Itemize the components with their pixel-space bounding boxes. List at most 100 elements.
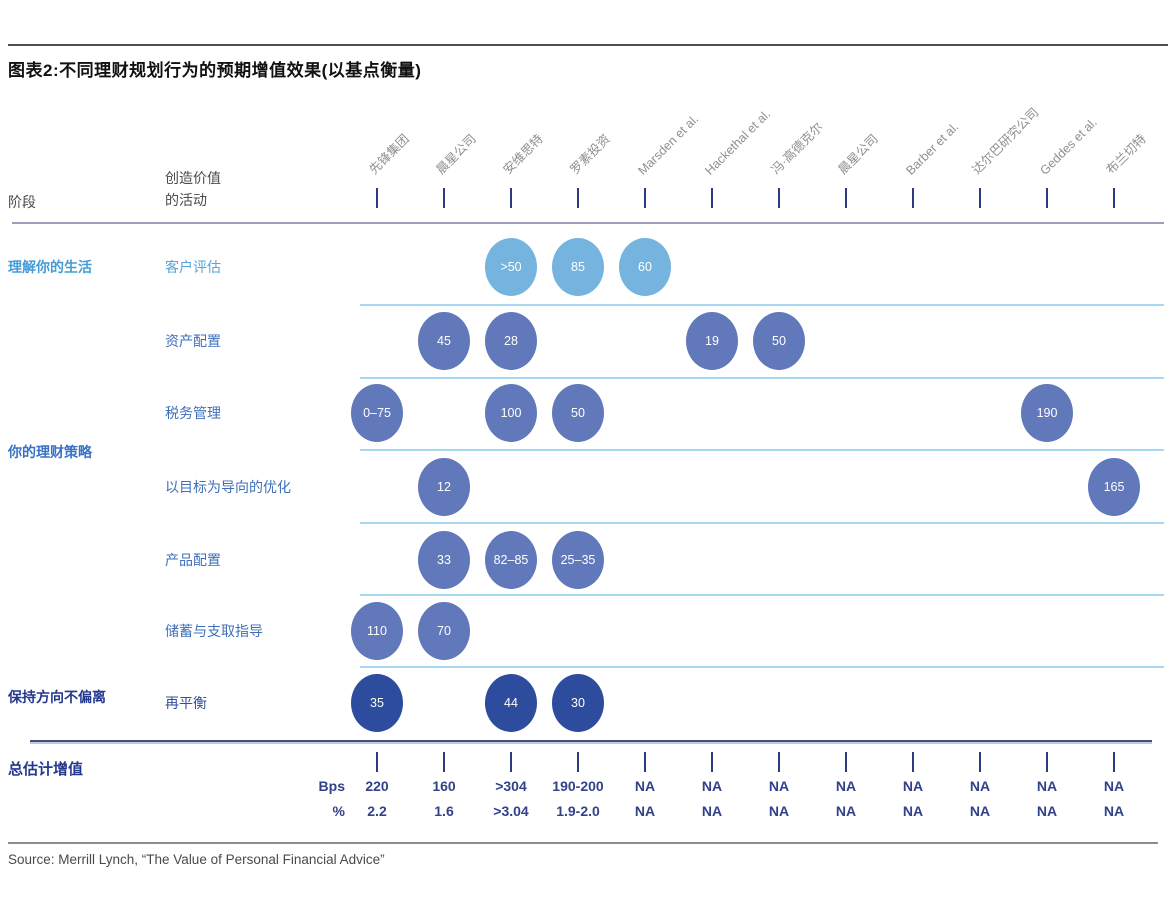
column-header-label: 晨星公司 xyxy=(433,131,479,178)
bottom-tick xyxy=(510,752,512,772)
bubble: 190 xyxy=(1021,384,1073,442)
bubble: 12 xyxy=(418,458,470,516)
bottom-tick xyxy=(845,752,847,772)
column-tick xyxy=(376,188,378,208)
column-header-label: 罗素投资 xyxy=(567,131,613,178)
activity-column-label-line2: 的活动 xyxy=(165,191,207,208)
bubble: 0–75 xyxy=(351,384,403,442)
column-tick xyxy=(778,188,780,208)
bubble: 19 xyxy=(686,312,738,370)
total-pct-value: NA xyxy=(701,803,723,819)
activity-label: 以目标为导向的优化 xyxy=(165,479,291,495)
total-pct-value: NA xyxy=(768,803,790,819)
total-bps-value: 160 xyxy=(432,778,456,794)
stage-label: 保持方向不偏离 xyxy=(8,689,106,705)
row-divider xyxy=(360,304,1164,306)
bubble: 28 xyxy=(485,312,537,370)
total-pct-value: NA xyxy=(1036,803,1058,819)
total-bps-value: NA xyxy=(902,778,924,794)
activity-label: 储蓄与支取指导 xyxy=(165,623,263,639)
row-divider xyxy=(360,666,1164,668)
bottom-tick xyxy=(778,752,780,772)
row-divider xyxy=(360,522,1164,524)
bottom-tick xyxy=(912,752,914,772)
bottom-tick xyxy=(1113,752,1115,772)
column-tick xyxy=(912,188,914,208)
column-header-label: 冯·高德克尔 xyxy=(768,120,826,178)
column-tick xyxy=(979,188,981,208)
top-divider xyxy=(8,44,1168,46)
column-header-label: Geddes et al. xyxy=(1037,115,1100,178)
source-divider xyxy=(8,842,1158,844)
column-header-label: 布兰切特 xyxy=(1103,131,1149,178)
bottom-tick xyxy=(644,752,646,772)
column-tick xyxy=(577,188,579,208)
column-tick xyxy=(845,188,847,208)
total-pct-value: 2.2 xyxy=(367,803,387,819)
bubble: 35 xyxy=(351,674,403,732)
column-tick xyxy=(443,188,445,208)
bubble: 110 xyxy=(351,602,403,660)
column-header-label: 晨星公司 xyxy=(835,131,881,178)
bubble: 33 xyxy=(418,531,470,589)
bubble: 45 xyxy=(418,312,470,370)
column-header-label: Hackethal et al. xyxy=(702,106,774,178)
stage-label: 理解你的生活 xyxy=(8,259,92,275)
column-header-label: 先锋集团 xyxy=(366,131,412,178)
total-pct-value: NA xyxy=(1103,803,1125,819)
column-header-label: 达尔巴研究公司 xyxy=(969,105,1042,178)
total-bps-value: NA xyxy=(768,778,790,794)
bottom-tick xyxy=(577,752,579,772)
source-text: Source: Merrill Lynch, “The Value of Per… xyxy=(8,852,385,867)
column-tick xyxy=(1113,188,1115,208)
header-separator-line xyxy=(12,222,1164,224)
bubble: 82–85 xyxy=(485,531,537,589)
activity-label: 客户评估 xyxy=(165,259,221,275)
bubble: 44 xyxy=(485,674,537,732)
bubble: 30 xyxy=(552,674,604,732)
bubble: 70 xyxy=(418,602,470,660)
column-header-label: Barber et al. xyxy=(903,119,962,178)
row-divider xyxy=(360,449,1164,451)
stage-column-label: 阶段 xyxy=(8,194,36,210)
total-bps-value: NA xyxy=(634,778,656,794)
pct-row-label: % xyxy=(332,803,345,819)
activity-column-label-line1: 创造价值 xyxy=(165,170,221,186)
total-bps-value: 220 xyxy=(365,778,389,794)
chart-title: 图表2:不同理财规划行为的预期增值效果(以基点衡量) xyxy=(8,61,422,80)
bottom-tick xyxy=(443,752,445,772)
bubble: 100 xyxy=(485,384,537,442)
bottom-tick xyxy=(1046,752,1048,772)
row-divider xyxy=(360,594,1164,596)
bps-row-label: Bps xyxy=(318,778,345,794)
bottom-tick xyxy=(979,752,981,772)
bubble: 25–35 xyxy=(552,531,604,589)
bubble: 50 xyxy=(552,384,604,442)
total-bps-value: NA xyxy=(1103,778,1125,794)
row-divider xyxy=(360,377,1164,379)
bottom-tick xyxy=(711,752,713,772)
total-bps-value: NA xyxy=(969,778,991,794)
activity-label: 再平衡 xyxy=(165,695,207,711)
activity-label: 税务管理 xyxy=(165,405,221,421)
total-pct-value: 1.6 xyxy=(434,803,454,819)
totals-label: 总估计增值 xyxy=(8,761,84,778)
total-pct-value: 1.9-2.0 xyxy=(556,803,600,819)
total-pct-value: NA xyxy=(835,803,857,819)
bubble: 60 xyxy=(619,238,671,296)
total-bps-value: 190-200 xyxy=(552,778,604,794)
activity-label: 产品配置 xyxy=(165,552,221,568)
column-tick xyxy=(1046,188,1048,208)
column-header-label: Marsden et al. xyxy=(635,111,702,178)
bubble: >50 xyxy=(485,238,537,296)
total-pct-value: NA xyxy=(902,803,924,819)
total-bps-value: >304 xyxy=(495,778,527,794)
column-tick xyxy=(711,188,713,208)
total-bps-value: NA xyxy=(1036,778,1058,794)
total-pct-value: NA xyxy=(969,803,991,819)
column-header-label: 安维思特 xyxy=(500,131,546,178)
totals-separator-line xyxy=(30,740,1152,742)
activity-column-label: 创造价值 的活动 xyxy=(165,168,221,211)
bubble: 165 xyxy=(1088,458,1140,516)
